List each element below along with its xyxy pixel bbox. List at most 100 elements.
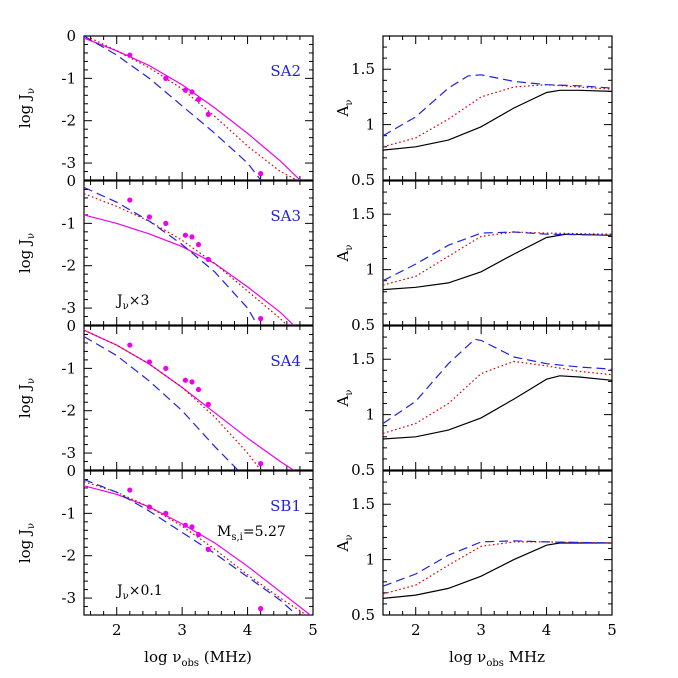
- x-tick-label: 4: [243, 621, 253, 639]
- data-point: [189, 234, 195, 240]
- panel-frame: [382, 325, 613, 471]
- data-point: [189, 524, 195, 530]
- y-tick-label: -1: [61, 359, 76, 377]
- panel-a-sb1: 0.5 1 1.5 2 3 4 5 Aν: [334, 470, 617, 639]
- data-point: [258, 606, 264, 612]
- y-tick-label: 1: [365, 406, 375, 424]
- y-tick-label: -3: [61, 589, 76, 607]
- series-line-dotted: [84, 481, 307, 615]
- left-x-axis-label: log νobs (MHz): [144, 648, 252, 669]
- y-tick-label: -2: [61, 547, 76, 565]
- data-point: [127, 342, 133, 348]
- panel-a-sa4: 0.5 1 1.5 Aν: [334, 325, 613, 479]
- y-tick-label: 1: [365, 261, 375, 279]
- series-line-dotted: [90, 37, 297, 180]
- panel-title: SA3: [270, 207, 301, 225]
- data-point: [195, 531, 202, 538]
- data-point: [189, 379, 195, 385]
- y-tick-label: -3: [61, 154, 76, 172]
- right-x-axis-label: log νobs MHz: [449, 648, 545, 669]
- data-point: [146, 359, 153, 365]
- scale-annotation: Jν×3: [115, 293, 149, 312]
- y-tick-label: 1: [365, 551, 375, 569]
- data-point: [182, 522, 189, 528]
- data-point: [127, 52, 133, 58]
- y-tick-label: -1: [61, 69, 76, 87]
- series-line-model: [84, 329, 294, 470]
- panel-title: SB1: [270, 497, 301, 515]
- y-tick-label: 1: [365, 116, 375, 134]
- data-point: [195, 241, 202, 248]
- scale-annotation: Jν×0.1: [115, 583, 163, 602]
- data-point: [258, 171, 264, 177]
- panel-frame: [382, 180, 613, 326]
- series-line-dashed: [84, 336, 239, 470]
- y-tick-label: 0.5: [351, 606, 375, 624]
- x-tick-label: 2: [112, 621, 122, 639]
- y-tick-label: 0: [66, 172, 76, 190]
- y-tick-label: 0.5: [351, 171, 375, 189]
- series-line-model: [84, 37, 301, 180]
- data-point: [146, 214, 153, 220]
- panel-sb1: 0 -1 -2 -3 2 3 4 5 log Jν SB1 Ms,i=5.27 Jν×0.1: [16, 462, 318, 639]
- series-line-solid: [383, 233, 612, 291]
- series-line-solid: [383, 89, 612, 151]
- mass-annotation: Ms,i=5.27: [217, 524, 286, 543]
- x-tick-label: 5: [308, 621, 318, 639]
- series-line-dashed: [84, 36, 262, 180]
- panel-frame: [83, 325, 314, 471]
- data-point: [163, 75, 169, 81]
- y-axis-label: log Jν: [16, 88, 37, 128]
- data-point: [127, 487, 133, 493]
- series-line-dashed: [84, 478, 298, 615]
- series-line-dashed: [383, 338, 612, 424]
- panel-title: SA2: [270, 62, 301, 80]
- series-line-dashed: [383, 540, 612, 587]
- panel-title: SA4: [270, 352, 301, 370]
- panel-frame: [382, 35, 613, 181]
- series-line-model: [84, 214, 294, 325]
- y-tick-label: -3: [61, 299, 76, 317]
- y-tick-label: 0: [66, 462, 76, 480]
- panel-a-sa3: 0.5 1 1.5 Aν: [334, 180, 613, 334]
- x-tick-label: 5: [607, 621, 617, 639]
- y-tick-label: 1.5: [351, 60, 375, 78]
- axis-labels: log νobs (MHz) log νobs MHz: [144, 648, 545, 669]
- y-axis-label: log Jν: [16, 523, 37, 563]
- panel-sa2: 0 -1 -2 -3 log Jν SA2: [16, 27, 314, 181]
- panel-frame: [83, 35, 314, 181]
- y-tick-label: -3: [61, 444, 76, 462]
- panel-sa4: 0 -1 -2 -3 log Jν SA4: [16, 317, 314, 471]
- data-point: [189, 89, 195, 95]
- series-line-dotted: [84, 329, 262, 470]
- series-line-dotted: [383, 231, 612, 286]
- x-tick-label: 3: [476, 621, 486, 639]
- data-point: [127, 197, 133, 203]
- x-tick-label: 4: [542, 621, 552, 639]
- y-tick-label: 0.5: [351, 461, 375, 479]
- series-line-solid: [383, 375, 612, 440]
- y-axis-label: Aν: [334, 390, 355, 408]
- series-line-dotted: [383, 360, 612, 434]
- y-tick-label: -2: [61, 257, 76, 275]
- panel-frame: [83, 470, 314, 616]
- data-point: [182, 232, 189, 238]
- y-tick-label: 0.5: [351, 316, 375, 334]
- y-tick-label: 1.5: [351, 495, 375, 513]
- data-point: [182, 377, 189, 383]
- data-point: [146, 504, 153, 510]
- y-tick-label: -2: [61, 402, 76, 420]
- y-axis-label: log Jν: [16, 233, 37, 273]
- panels: 0 -1 -2 -3 log Jν SA2 0 -1 -2 -3 log Jν SA3 Jν×3 0 -1 -…: [16, 27, 617, 639]
- y-tick-label: -1: [61, 214, 76, 232]
- panel-sa3: 0 -1 -2 -3 log Jν SA3 Jν×3: [16, 172, 314, 326]
- series-line-dotted: [383, 84, 612, 148]
- panel-a-sa2: 0.5 1 1.5 Aν: [334, 35, 613, 189]
- y-tick-label: -2: [61, 112, 76, 130]
- panel-frame: [83, 180, 314, 326]
- y-tick-label: 0: [66, 317, 76, 335]
- series-line-dashed: [84, 186, 258, 325]
- series-line-solid: [383, 542, 612, 599]
- x-tick-label: 2: [411, 621, 421, 639]
